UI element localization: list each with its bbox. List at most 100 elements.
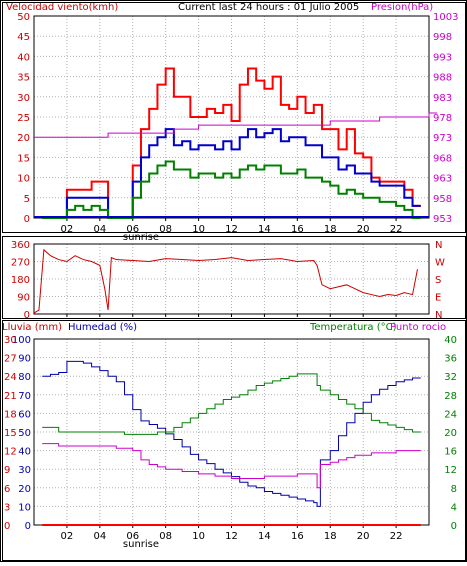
y-tick-label-humidity-1: 10	[18, 502, 31, 513]
y-tick-label-direction-0: 0	[24, 310, 30, 321]
y-tick-label-rain-7: 21	[4, 391, 17, 402]
y2-tick-label-temperature-0: 0	[451, 521, 457, 532]
y2-tick-label-temperature-2: 8	[451, 484, 457, 495]
y2-tick-label-temperature-3: 12	[444, 465, 457, 476]
x-tick-label-2-1: 04	[93, 531, 106, 542]
y2-tick-label-temperature-7: 28	[444, 391, 457, 402]
x-tick-label-2-9: 20	[357, 531, 370, 542]
panel-box-1	[2, 236, 466, 319]
sunrise-label-0: sunrise	[123, 232, 159, 243]
x-tick-label-0-2: 06	[126, 224, 139, 235]
y-tick-label-rain-3: 9	[4, 465, 10, 476]
y-tick-label-direction-4: 360	[11, 240, 30, 251]
y-tick-label-wind-1: 5	[24, 194, 30, 205]
y-tick-label-humidity-9: 90	[18, 354, 31, 365]
y2-tick-label-pressure-7: 988	[433, 73, 452, 84]
pressure-label: Presion(hPa)	[371, 2, 433, 13]
y-tick-label-rain-5: 15	[4, 428, 17, 439]
y2-tick-label-pressure-2: 963	[433, 174, 452, 185]
series-wind-min	[42, 160, 421, 219]
wind-speed-label: Velocidad viento(kmh)	[6, 2, 118, 13]
y-tick-label-wind-10: 50	[17, 12, 30, 23]
y2-tick-label-temperature-4: 16	[444, 447, 457, 458]
y-tick-label-humidity-0: 0	[25, 521, 31, 532]
y2-tick-label-temperature-5: 20	[444, 428, 457, 439]
series-wind-direction	[33, 248, 418, 314]
chart-title: Current last 24 hours : 01 Julio 2005	[178, 2, 359, 13]
y2-tick-label-pressure-5: 978	[433, 113, 452, 124]
x-tick-label-0-0: 02	[61, 224, 74, 235]
y2-tick-label-pressure-0: 953	[433, 214, 452, 225]
y2-tick-label-pressure-9: 998	[433, 32, 452, 43]
y2-tick-label-temperature-6: 24	[444, 409, 457, 420]
panel-box-0	[2, 2, 466, 233]
y2-tick-label-compass-1: E	[435, 293, 441, 304]
x-tick-label-2-5: 12	[225, 531, 238, 542]
x-tick-label-2-0: 02	[61, 531, 74, 542]
y-tick-label-rain-0: 0	[4, 521, 10, 532]
y-tick-label-direction-3: 270	[11, 258, 30, 269]
y2-tick-label-compass-4: N	[435, 240, 442, 251]
y2-tick-label-pressure-10: 1003	[433, 12, 458, 23]
dewpoint-label: Punto rocio	[390, 322, 446, 333]
y-tick-label-humidity-7: 70	[18, 391, 31, 402]
x-tick-label-0-8: 18	[324, 224, 337, 235]
y2-tick-label-pressure-8: 993	[433, 52, 452, 63]
series-humidity	[42, 360, 421, 507]
y-tick-label-direction-1: 90	[17, 293, 30, 304]
y-tick-label-wind-2: 10	[17, 174, 30, 185]
y-tick-label-humidity-3: 30	[18, 465, 31, 476]
y2-tick-label-compass-0: N	[435, 310, 442, 321]
y-tick-label-humidity-5: 50	[18, 428, 31, 439]
x-tick-label-0-7: 16	[291, 224, 304, 235]
x-tick-label-0-9: 20	[357, 224, 370, 235]
series-dewpoint	[42, 443, 421, 489]
y-tick-label-humidity-10: 100	[12, 335, 31, 346]
x-tick-label-2-7: 16	[291, 531, 304, 542]
y-tick-label-wind-3: 15	[17, 153, 30, 164]
y2-tick-label-pressure-1: 958	[433, 194, 452, 205]
x-tick-label-2-6: 14	[258, 531, 271, 542]
x-tick-label-2-2: 06	[126, 531, 139, 542]
y-tick-label-rain-2: 6	[4, 484, 10, 495]
y-tick-label-wind-6: 30	[17, 93, 30, 104]
y-tick-label-rain-1: 3	[4, 502, 10, 513]
panel-box-2	[2, 320, 466, 561]
y-tick-label-rain-4: 12	[4, 447, 17, 458]
plot-frame-1	[33, 243, 430, 315]
y-tick-label-wind-7: 35	[17, 73, 30, 84]
x-tick-label-0-4: 10	[192, 224, 205, 235]
y-tick-label-direction-2: 180	[11, 275, 30, 286]
y-tick-label-wind-4: 20	[17, 133, 30, 144]
x-tick-label-2-4: 10	[192, 531, 205, 542]
rain-label: Lluvia (mm)	[2, 322, 62, 333]
y-tick-label-humidity-4: 40	[18, 447, 31, 458]
y-tick-label-humidity-8: 80	[18, 372, 31, 383]
series-pressure	[34, 112, 438, 138]
temperature-label: Temperatura (°C)	[309, 322, 397, 333]
y-tick-label-wind-9: 45	[17, 32, 30, 43]
y2-tick-label-temperature-10: 40	[444, 335, 457, 346]
x-tick-label-0-1: 04	[93, 224, 106, 235]
humidity-label: Humedad (%)	[68, 322, 137, 333]
sunrise-label-2: sunrise	[123, 539, 159, 550]
y2-tick-label-pressure-4: 973	[433, 133, 452, 144]
y-tick-label-rain-8: 24	[4, 372, 17, 383]
y-tick-label-wind-0: 0	[24, 214, 30, 225]
y2-tick-label-compass-2: S	[435, 275, 441, 286]
x-tick-label-2-3: 08	[159, 531, 172, 542]
y2-tick-label-pressure-3: 968	[433, 153, 452, 164]
y-tick-label-wind-8: 40	[17, 52, 30, 63]
y2-tick-label-temperature-1: 4	[451, 502, 457, 513]
y-tick-label-humidity-2: 20	[18, 484, 31, 495]
y2-tick-label-compass-3: W	[435, 258, 445, 269]
y2-tick-label-temperature-9: 36	[444, 354, 457, 365]
x-tick-label-2-8: 18	[324, 531, 337, 542]
y-tick-label-rain-9: 27	[4, 354, 17, 365]
x-tick-label-0-5: 12	[225, 224, 238, 235]
y-tick-label-humidity-6: 60	[18, 409, 31, 420]
